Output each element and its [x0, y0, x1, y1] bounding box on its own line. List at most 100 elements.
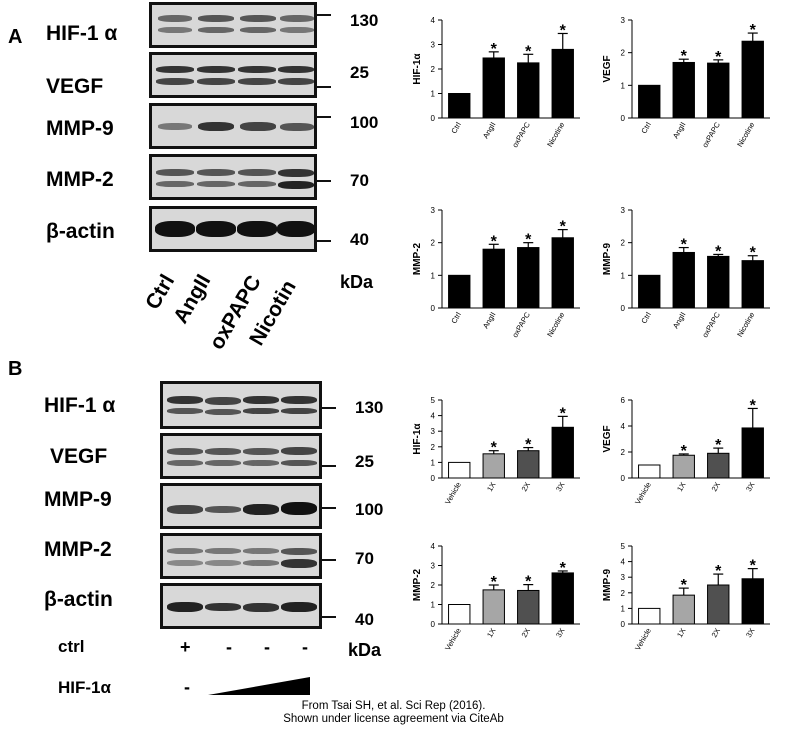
bar	[707, 452, 730, 479]
y-axis-label: MMP-9	[602, 568, 613, 601]
x-tick-label: Ctrl	[449, 310, 463, 325]
x-tick-label: 1X	[485, 627, 497, 639]
bar	[707, 62, 730, 119]
panel-b-blot-hif1a	[160, 381, 322, 429]
x-tick-label: AngII	[481, 311, 498, 331]
significance-star: *	[560, 405, 567, 422]
panel-b-label-bactin: β-actin	[44, 588, 113, 611]
significance-star: *	[491, 41, 498, 58]
x-tick-label: oxPAPC	[510, 120, 532, 149]
chart-b-hif1a: 0 1 2 3 4 5 HIF-1α Vehicle * 1X * 2X * 3X	[412, 396, 580, 506]
significance-star: *	[681, 237, 688, 254]
y-tick-label: 3	[621, 206, 626, 215]
panel-a-mw-tick-40	[317, 240, 331, 242]
panel-b-mw-tick-40	[322, 616, 336, 618]
y-axis-label: MMP-9	[602, 242, 613, 275]
y-tick-label: 0	[431, 304, 436, 313]
panel-b-mw-70: 70	[355, 549, 374, 568]
chart-a-hif1a: 0 1 2 3 4 HIF-1α Ctrl * AngII * oxPAPC * Nicotine	[412, 16, 580, 149]
y-tick-label: 4	[431, 16, 436, 25]
y-tick-label: 2	[621, 49, 626, 58]
y-tick-label: 3	[621, 16, 626, 25]
panel-b-ctrl-label: ctrl	[58, 637, 85, 656]
panel-a-mw-tick-70	[317, 180, 331, 182]
x-tick-label: Vehicle	[443, 481, 463, 506]
panel-a-label-vegf: VEGF	[46, 75, 104, 98]
y-axis-label: VEGF	[602, 55, 613, 82]
x-tick-label: oxPAPC	[700, 310, 722, 339]
bar	[741, 40, 764, 119]
significance-star: *	[715, 563, 722, 580]
x-tick-label: Vehicle	[443, 627, 463, 652]
y-tick-label: 4	[621, 558, 626, 567]
dose-triangle	[208, 677, 310, 695]
y-tick-label: 5	[621, 542, 626, 551]
x-tick-label: Ctrl	[639, 310, 653, 325]
y-tick-label: 3	[431, 427, 436, 436]
bar	[741, 578, 764, 625]
panel-b-mw-tick-25	[322, 465, 336, 467]
x-tick-label: 2X	[520, 481, 532, 493]
panel-a-blot-vegf	[149, 52, 317, 98]
x-tick-label: Nicotine	[735, 121, 756, 149]
significance-star: *	[681, 48, 688, 65]
y-tick-label: 2	[431, 65, 436, 74]
bar	[638, 464, 661, 479]
bar	[551, 572, 574, 625]
x-tick-label: Ctrl	[449, 120, 463, 135]
panel-b-label-mmp2: MMP-2	[44, 538, 112, 561]
y-axis-label: HIF-1α	[412, 53, 423, 85]
x-tick-label: Nicotine	[735, 311, 756, 339]
y-tick-label: 2	[621, 448, 626, 457]
panel-b-ctrl-sign-3: -	[264, 637, 270, 657]
significance-star: *	[681, 577, 688, 594]
panel-a-mw-25: 25	[350, 63, 369, 82]
chart-b-mmp9: 0 1 2 3 4 5 MMP-9 Vehicle * 1X * 2X * 3X	[602, 542, 770, 652]
panel-b-hif-sign: -	[184, 677, 190, 697]
x-tick-label: Nicotine	[545, 121, 566, 149]
chart-a-mmp2: 0 1 2 3 MMP-2 Ctrl * AngII * oxPAPC * Nicotine	[412, 206, 580, 339]
bar	[672, 594, 695, 625]
significance-star: *	[560, 219, 567, 236]
panel-a-label-mmp2: MMP-2	[46, 168, 114, 191]
bar	[551, 426, 574, 479]
y-tick-label: 1	[431, 458, 436, 467]
significance-star: *	[525, 437, 532, 454]
panel-a-label-hif1a: HIF-1 α	[46, 22, 118, 45]
y-axis-label: VEGF	[602, 425, 613, 452]
credit-line-2: Shown under license agreement via CiteAb	[283, 713, 504, 725]
y-axis-label: HIF-1α	[412, 423, 423, 455]
panel-a-label-bactin: β-actin	[46, 220, 115, 243]
y-tick-label: 0	[431, 620, 436, 629]
y-tick-label: 3	[431, 41, 436, 50]
x-tick-label: AngII	[671, 311, 688, 331]
panel-a-mw-tick-100	[317, 116, 331, 118]
x-tick-label: AngII	[671, 121, 688, 141]
significance-star: *	[525, 232, 532, 249]
significance-star: *	[525, 574, 532, 591]
panel-a-mw-70: 70	[350, 171, 369, 190]
bar	[638, 84, 661, 119]
significance-star: *	[491, 574, 498, 591]
chart-a-vegf: 0 1 2 3 VEGF Ctrl * AngII * oxPAPC * Nicotine	[602, 16, 770, 149]
panel-a-label-mmp9: MMP-9	[46, 117, 114, 140]
bar	[638, 607, 661, 625]
panel-a-mw-tick-130	[317, 14, 331, 16]
bar	[672, 251, 695, 309]
y-tick-label: 0	[621, 114, 626, 123]
bar	[482, 57, 505, 119]
y-tick-label: 1	[431, 90, 436, 99]
x-tick-label: Vehicle	[633, 627, 653, 652]
panel-a-blot-mmp2	[149, 154, 317, 200]
y-tick-label: 1	[621, 271, 626, 280]
y-tick-label: 5	[431, 396, 436, 405]
x-tick-label: Nicotine	[545, 311, 566, 339]
y-tick-label: 4	[621, 422, 626, 431]
bar	[638, 274, 661, 309]
y-axis-label: MMP-2	[412, 568, 423, 601]
significance-star: *	[681, 443, 688, 460]
panel-a-mw-100: 100	[350, 113, 379, 132]
x-tick-label: oxPAPC	[700, 120, 722, 149]
significance-star: *	[491, 233, 498, 250]
bar	[517, 247, 540, 309]
